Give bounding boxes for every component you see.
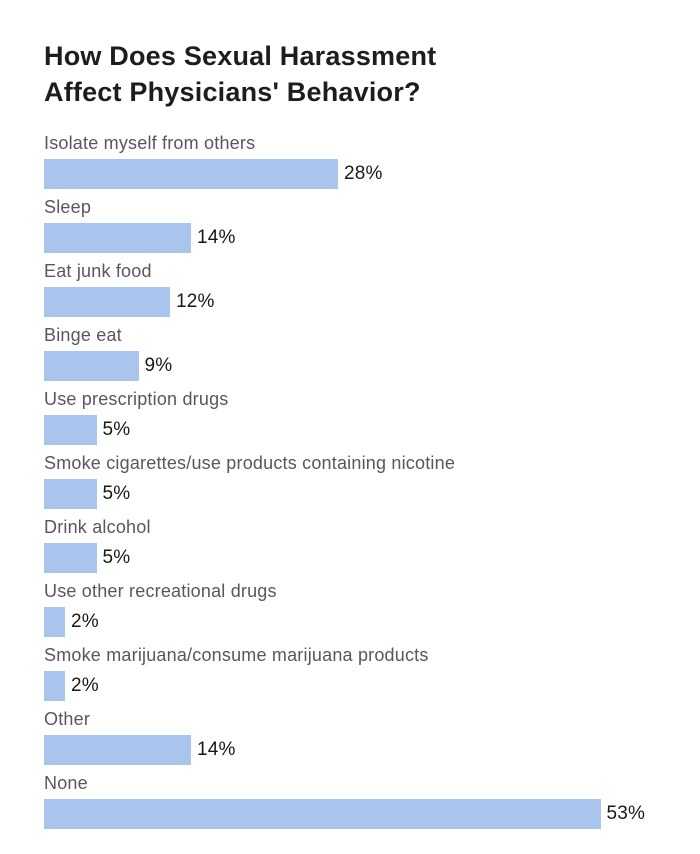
bar-line: 12% <box>44 287 656 317</box>
bar-row: Smoke marijuana/consume marijuana produc… <box>44 644 656 701</box>
bar <box>44 415 97 445</box>
bar-rows: Isolate myself from others 28% Sleep 14%… <box>44 132 656 836</box>
bar-value-label: 9% <box>144 355 173 376</box>
bar-line: 5% <box>44 543 656 573</box>
chart-title: How Does Sexual Harassment Affect Physic… <box>44 41 437 107</box>
bar-value-label: 2% <box>71 611 99 632</box>
bar-row: Isolate myself from others 28% <box>44 132 656 189</box>
bar-value-label: 5% <box>102 419 131 440</box>
bar-line: 2% <box>44 607 656 637</box>
bar-category-label: Drink alcohol <box>44 517 151 537</box>
bar <box>44 543 97 573</box>
bar-line: 5% <box>44 479 656 509</box>
bar <box>44 799 601 829</box>
bar-value-label: 12% <box>176 291 215 312</box>
bar-category-label: Other <box>44 709 91 729</box>
bar-row: Sleep 14% <box>44 196 656 253</box>
bar-row: Eat junk food 12% <box>44 260 656 317</box>
bar-line: 14% <box>44 223 656 253</box>
bar-row: Other 14% <box>44 708 656 765</box>
bar-line: 2% <box>44 671 656 701</box>
bar-value-label: 28% <box>344 163 383 184</box>
bar <box>44 735 191 765</box>
bar-category-label: Smoke marijuana/consume marijuana produc… <box>44 645 429 665</box>
bar-line: 14% <box>44 735 656 765</box>
bar <box>44 607 65 637</box>
bar-row: None 53% <box>44 772 656 829</box>
bar-row: Use prescription drugs 5% <box>44 388 656 445</box>
bar-line: 9% <box>44 351 656 381</box>
bar <box>44 479 97 509</box>
bar <box>44 671 65 701</box>
bar-value-label: 14% <box>197 739 236 760</box>
bar-value-label: 2% <box>71 675 99 696</box>
bar-value-label: 5% <box>102 547 131 568</box>
bar-row: Smoke cigarettes/use products containing… <box>44 452 656 509</box>
bar <box>44 223 191 253</box>
bar <box>44 287 170 317</box>
bar-category-label: Use prescription drugs <box>44 389 229 409</box>
bar-row: Drink alcohol 5% <box>44 516 656 573</box>
bar <box>44 159 338 189</box>
bar-category-label: Isolate myself from others <box>44 133 256 153</box>
bar-category-label: Sleep <box>44 197 92 217</box>
bar-value-label: 5% <box>102 483 131 504</box>
bar-category-label: Smoke cigarettes/use products containing… <box>44 453 456 473</box>
bar-category-label: None <box>44 773 88 793</box>
bar-category-label: Use other recreational drugs <box>44 581 277 601</box>
bar-value-label: 53% <box>606 803 646 824</box>
bar-value-label: 14% <box>197 227 236 248</box>
bar <box>44 351 139 381</box>
bar-line: 53% <box>44 799 656 829</box>
bar-line: 28% <box>44 159 656 189</box>
bar-category-label: Binge eat <box>44 325 122 345</box>
bar-category-label: Eat junk food <box>44 261 152 281</box>
bar-row: Binge eat 9% <box>44 324 656 381</box>
bar-line: 5% <box>44 415 656 445</box>
bar-row: Use other recreational drugs 2% <box>44 580 656 637</box>
